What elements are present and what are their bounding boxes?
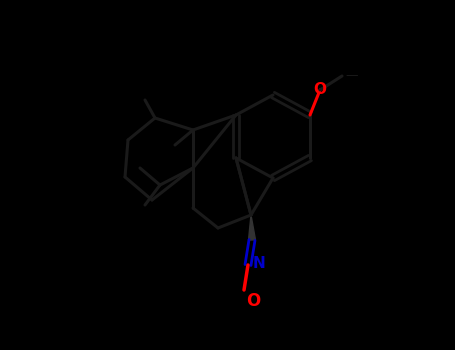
Polygon shape [248, 215, 256, 240]
Text: O: O [313, 83, 327, 98]
Text: N: N [253, 256, 266, 271]
Text: —: — [345, 70, 358, 83]
Text: O: O [246, 292, 260, 310]
